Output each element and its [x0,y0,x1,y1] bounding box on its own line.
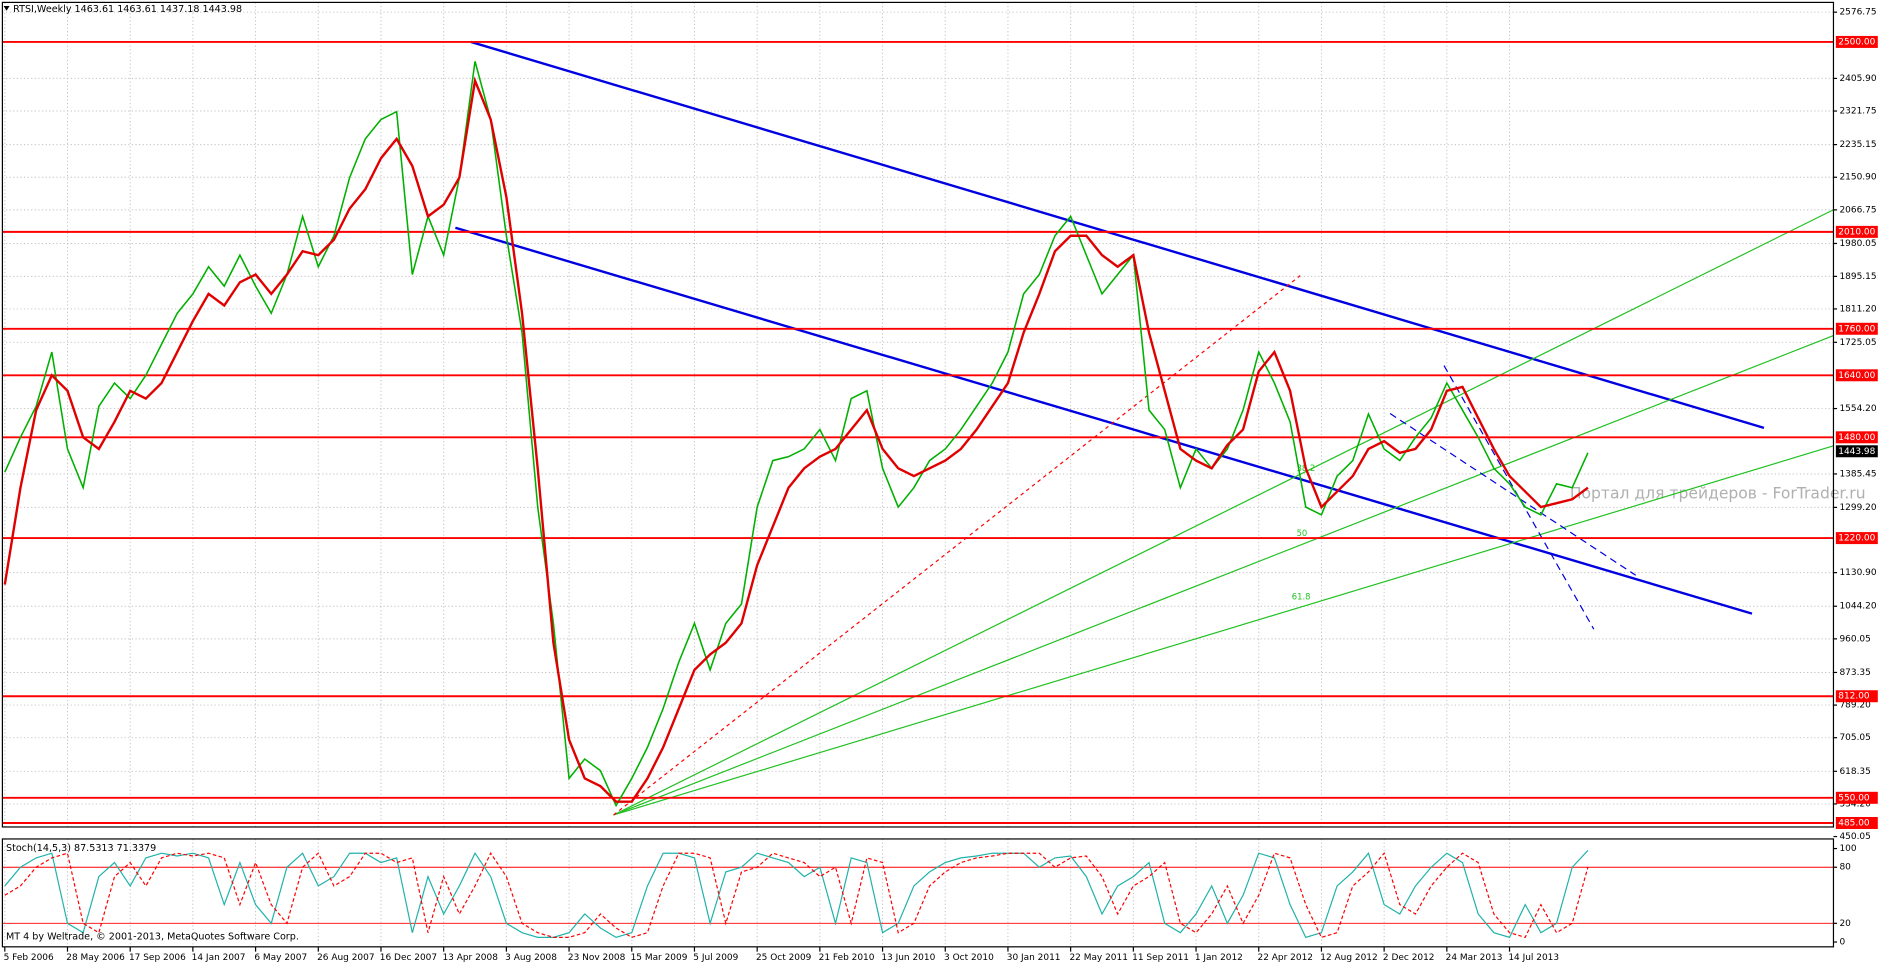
level-label: 2500.00 [1838,37,1875,47]
main-frame [1,1,1835,828]
x-tick-label: 13 Jun 2010 [881,953,935,963]
y-tick-label: 20 [1839,919,1851,929]
y-tick-label: 1044.20 [1839,602,1876,612]
x-tick-label: 2 Dec 2012 [1383,953,1435,963]
y-tick-label: 534.20 [1839,799,1871,809]
y-tick-label: 80 [1839,863,1851,873]
fan-line [613,445,1834,816]
y-tick-label: 450.05 [1839,832,1870,842]
trend-lines [455,40,1834,816]
x-tick-label: 24 Mar 2013 [1446,953,1503,963]
y-tick-label: 960.05 [1839,634,1870,644]
x-tick-label: 11 Sep 2011 [1132,953,1189,963]
last-price-box [1835,445,1878,458]
y-tick-label: 2235.15 [1839,140,1876,150]
y-tick-label: 2321.75 [1839,107,1876,117]
y-tick-label: 1385.45 [1839,469,1876,479]
x-tick-label: 13 Apr 2008 [442,953,498,963]
y-tick-label: 1299.20 [1839,503,1876,513]
level-label-box [1835,225,1878,238]
x-tick-label: 23 Nov 2008 [568,953,626,963]
footer: MT 4 by Weltrade, © 2001-2013, MetaQuote… [6,932,299,943]
x-tick-label: 16 Dec 2007 [380,953,437,963]
fib-label: 50 [1297,528,1308,538]
last-price-label: 1443.98 [1838,447,1875,457]
level-label-box [1835,791,1878,804]
fan-line [613,209,1834,816]
x-tick-label: 3 Oct 2010 [944,953,994,963]
x-tick-label: 3 Aug 2008 [505,953,557,963]
fib-label: 61.8 [1292,591,1311,601]
level-label-box [1835,532,1878,545]
series-line [3,76,1589,803]
y-tick-label: 1811.20 [1839,304,1876,314]
x-tick-label: 14 Jan 2007 [192,953,246,963]
grid [2,2,1834,947]
y-tick-label: 705.05 [1839,733,1870,743]
level-label: 1640.00 [1838,371,1875,381]
level-label: 1480.00 [1838,433,1875,443]
x-tick-label: 1 Jan 2012 [1195,953,1243,963]
level-label-box [1835,369,1878,382]
level-label: 550.00 [1838,793,1870,803]
x-tick-label: 15 Mar 2009 [631,953,688,963]
level-label: 1760.00 [1838,324,1875,334]
menu-arrow[interactable] [3,5,10,11]
y-tick-label: 618.35 [1839,767,1870,777]
watermark: Портал для трейдеров - ForTrader.ru [1570,484,1866,502]
x-tick-label: 22 May 2011 [1069,953,1127,963]
trend-line [455,226,1753,615]
fan-line [613,335,1834,816]
y-tick-label: 789.20 [1839,701,1871,711]
y-tick-label: 0 [1839,938,1845,948]
x-tick-label: 5 Jul 2009 [693,953,738,963]
level-label: 1220.00 [1838,534,1875,544]
level-label-box [1835,817,1878,829]
osc-title: Stoch(14,5,3) 87.5313 71.3379 [6,843,156,854]
y-tick-label: 1725.05 [1839,338,1876,348]
level-label: 812.00 [1838,692,1870,702]
x-tick-label: 17 Sep 2006 [129,953,186,963]
chart-title: RTSI,Weekly 1463.61 1463.61 1437.18 1443… [13,4,242,15]
series-line [4,61,1589,808]
x-tick-label: 14 Jul 2013 [1508,953,1559,963]
x-tick-label: 6 May 2007 [254,953,307,963]
x-tick-label: 26 Aug 2007 [317,953,374,963]
plot: 2576.75 2405.90 2321.75 2235.15 2150.90 2066.… [2,8,1878,963]
channel-line [1389,412,1637,576]
level-label: 485.00 [1838,818,1870,828]
y-tick-label: 1895.15 [1839,272,1876,282]
y-tick-label: 1130.90 [1839,568,1876,578]
level-label-box [1835,431,1878,444]
level-label-box [1835,690,1878,703]
osc-frame [1,838,1835,948]
y-tick-label: 2576.75 [1839,8,1876,18]
series-line [4,850,1589,939]
y-tick-label: 873.35 [1839,668,1870,678]
fan-base [613,275,1301,816]
y-tick-label: 1980.05 [1839,239,1876,249]
x-tick-label: 30 Jan 2011 [1007,953,1061,963]
y-tick-label: 2405.90 [1839,74,1876,84]
x-tick-label: 22 Apr 2012 [1258,953,1313,963]
channel-line [1443,365,1595,630]
level-label-box [1835,322,1878,335]
y-tick-label: 2066.75 [1839,205,1876,215]
series-line [4,851,1589,939]
x-tick-label: 25 Oct 2009 [756,953,812,963]
y-tick-label: 100 [1839,844,1856,854]
y-tick-label: 2150.90 [1839,173,1876,183]
x-tick-label: 5 Feb 2006 [4,953,54,963]
x-tick-label: 28 May 2006 [66,953,125,963]
trend-line [470,40,1765,430]
level-label-box [1835,35,1878,48]
x-tick-label: 12 Aug 2012 [1320,953,1377,963]
level-label: 2010.00 [1838,227,1875,237]
x-tick-label: 21 Feb 2010 [819,953,875,963]
y-tick-label: 1554.20 [1839,404,1876,414]
